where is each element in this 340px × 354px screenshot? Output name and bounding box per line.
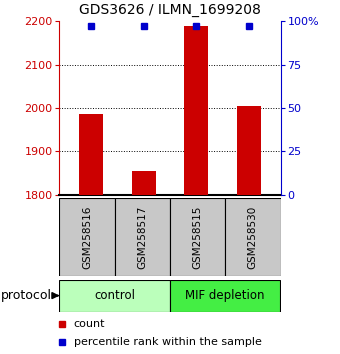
Bar <box>170 280 280 312</box>
Text: GSM258517: GSM258517 <box>137 205 147 269</box>
Bar <box>59 198 115 276</box>
Text: GSM258515: GSM258515 <box>193 205 203 269</box>
Bar <box>225 198 280 276</box>
Bar <box>132 171 155 195</box>
Bar <box>185 25 208 195</box>
Bar <box>59 280 170 312</box>
Text: protocol: protocol <box>1 289 58 302</box>
Text: MIF depletion: MIF depletion <box>186 289 265 302</box>
Text: GSM258530: GSM258530 <box>248 206 258 269</box>
Bar <box>79 114 103 195</box>
Bar <box>115 198 170 276</box>
Bar <box>170 198 225 276</box>
Bar <box>237 106 261 195</box>
Title: GDS3626 / ILMN_1699208: GDS3626 / ILMN_1699208 <box>79 4 261 17</box>
Text: percentile rank within the sample: percentile rank within the sample <box>74 337 262 347</box>
Text: control: control <box>94 289 135 302</box>
Text: GSM258516: GSM258516 <box>82 205 92 269</box>
Text: count: count <box>74 319 105 329</box>
